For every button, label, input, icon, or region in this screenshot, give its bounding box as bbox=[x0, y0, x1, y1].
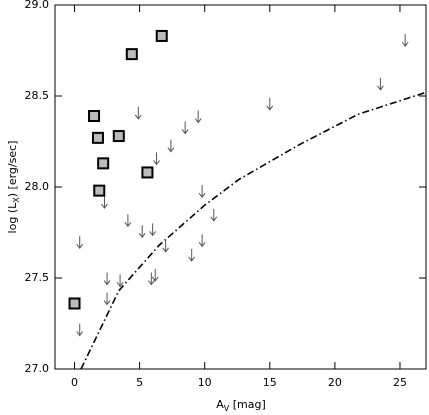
upper-limit-arrow bbox=[101, 196, 108, 209]
upper-limit-arrow bbox=[76, 236, 84, 249]
upper-limit-arrow bbox=[116, 274, 124, 288]
x-axis-label: AV [mag] bbox=[216, 398, 266, 413]
upper-limit-arrow bbox=[181, 121, 189, 135]
upper-limit-arrow bbox=[162, 239, 170, 253]
detection-marker bbox=[141, 166, 154, 179]
upper-limit-arrow bbox=[401, 34, 409, 47]
detection-marker bbox=[88, 110, 101, 123]
upper-limit-arrow bbox=[194, 110, 202, 124]
detection-marker bbox=[68, 297, 81, 310]
y-tick-label: 27.5 bbox=[25, 271, 50, 284]
y-tick-label: 27.0 bbox=[25, 362, 50, 375]
upper-limit-arrow bbox=[149, 223, 157, 237]
upper-limit-arrow bbox=[210, 208, 218, 222]
upper-limit-arrow bbox=[76, 323, 84, 337]
upper-limit-arrow bbox=[124, 214, 132, 228]
upper-limit-arrow bbox=[377, 77, 384, 91]
x-tick-label: 5 bbox=[136, 376, 143, 389]
model-curve bbox=[80, 91, 427, 370]
upper-limit-arrow bbox=[167, 139, 175, 153]
y-tick-label: 28.0 bbox=[25, 180, 50, 193]
detection-marker bbox=[91, 131, 104, 144]
upper-limit-arrow bbox=[103, 292, 111, 306]
plot-frame bbox=[54, 4, 427, 370]
upper-limit-arrow bbox=[134, 106, 142, 120]
x-tick-label: 15 bbox=[263, 376, 277, 389]
detection-marker bbox=[93, 184, 106, 197]
upper-limit-arrow bbox=[198, 185, 206, 199]
x-tick-label: 0 bbox=[71, 376, 78, 389]
upper-limit-arrow bbox=[153, 152, 160, 166]
y-tick-label: 28.5 bbox=[25, 89, 50, 102]
detection-marker bbox=[125, 48, 138, 61]
x-tick-label: 25 bbox=[393, 376, 407, 389]
detection-marker bbox=[155, 29, 168, 42]
upper-limit-arrow bbox=[151, 268, 159, 282]
detection-marker bbox=[112, 130, 125, 143]
upper-limit-arrow bbox=[103, 272, 111, 286]
x-tick-label: 10 bbox=[198, 376, 212, 389]
y-axis-label: log (LX) [erg/sec] bbox=[6, 141, 21, 234]
x-tick-label: 20 bbox=[328, 376, 342, 389]
y-tick-label: 29.0 bbox=[25, 0, 50, 11]
upper-limit-arrow bbox=[138, 225, 146, 239]
upper-limit-arrow bbox=[198, 234, 206, 248]
upper-limit-arrow bbox=[147, 272, 155, 286]
upper-limit-arrow bbox=[188, 248, 196, 262]
detection-marker bbox=[97, 157, 110, 170]
upper-limit-arrow bbox=[266, 97, 274, 111]
